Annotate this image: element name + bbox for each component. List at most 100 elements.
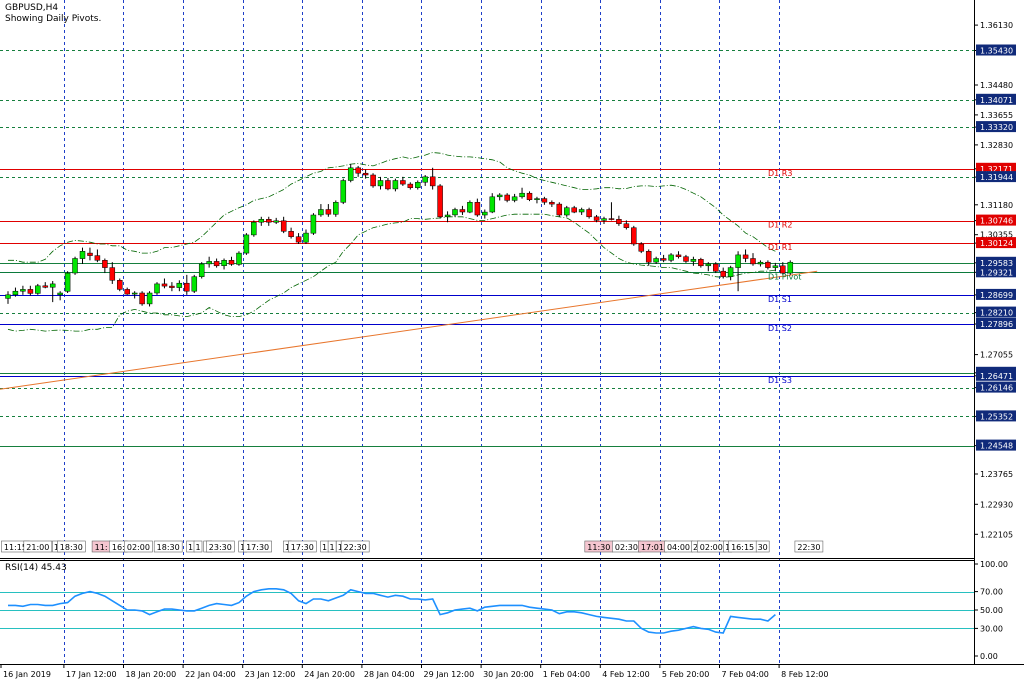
- session-marker-text: 1: [330, 543, 335, 552]
- time-tick-label: 28 Jan 04:00: [364, 670, 415, 679]
- bull-candle: [690, 259, 697, 262]
- bear-candle: [228, 260, 235, 265]
- session-marker-text: 16:: [112, 543, 125, 552]
- bear-candle: [42, 285, 49, 288]
- bear-candle: [169, 285, 175, 288]
- bull-candle: [35, 285, 41, 294]
- grid: [64, 0, 780, 664]
- pivot-label: D1 R3: [768, 169, 792, 178]
- bull-candle: [206, 261, 212, 265]
- price-tag-bg: [976, 237, 1016, 249]
- pivot-label: D1 R2: [768, 221, 792, 230]
- bear-candle: [102, 260, 108, 268]
- rsi-tick-label: 0.00: [980, 652, 998, 661]
- time-tick-label: 29 Jan 12:00: [424, 670, 475, 679]
- trendline-segment: [0, 270, 818, 390]
- bear-candle: [526, 192, 533, 200]
- price-tag-bg: [976, 318, 1016, 329]
- session-marker-box: [56, 540, 86, 553]
- session-marker-box: [243, 540, 272, 553]
- session-marker-text: 1: [322, 543, 327, 552]
- price-tag-label: 1.31944: [980, 173, 1013, 182]
- bull-candle: [727, 267, 734, 277]
- chart-title: GBPUSD,H4 Showing Daily Pivots.: [5, 3, 101, 25]
- bear-candle: [780, 265, 786, 274]
- price-tag-label: 1.28210: [980, 309, 1013, 318]
- session-marker-box: [124, 540, 153, 553]
- bear-candle: [213, 261, 220, 267]
- bull-candle: [198, 263, 205, 277]
- bull-candle: [64, 272, 71, 292]
- bear-candle: [362, 172, 369, 176]
- bear-candle: [459, 209, 466, 213]
- time-tick-label: 30 Jan 20:00: [483, 670, 534, 679]
- bull-candle: [772, 265, 779, 268]
- bear-candle: [586, 209, 592, 218]
- bull-candle: [482, 211, 488, 216]
- bull-candle: [705, 263, 712, 267]
- bull-candle: [489, 196, 496, 213]
- bull-candle: [415, 182, 421, 188]
- pivot-labels: D1 R3 D1 R2 D1 R1 D1 Pivot D1 S1 D1 S2 D1 S3: [768, 169, 801, 385]
- bear-candle: [161, 283, 168, 287]
- bear-candle: [184, 282, 190, 292]
- bull-candle: [392, 180, 399, 190]
- pivot-info-label: Showing Daily Pivots.: [5, 14, 102, 24]
- bull-candle: [273, 220, 279, 223]
- price-tag-bg: [976, 256, 1016, 268]
- price-tag-bg: [976, 306, 1016, 318]
- price-tag-bg: [976, 171, 1016, 183]
- session-marker-text: 17:30: [291, 543, 314, 552]
- price-tag-label: 1.27896: [980, 320, 1013, 329]
- price-tag-bg: [976, 44, 1016, 56]
- price-tag-label: 1.34071: [980, 96, 1013, 105]
- bull-candle: [496, 194, 503, 198]
- time-tick-label: 7 Feb 04:00: [722, 670, 769, 679]
- bear-candle: [742, 254, 749, 259]
- price-axis: 1.36130 1.35430 1.34480 1.34071 1.33655 1.333…: [974, 21, 1016, 539]
- bear-candle: [608, 218, 615, 220]
- price-tag-label: 1.26471: [980, 372, 1013, 381]
- bull-candle: [735, 254, 741, 268]
- price-tick-label: 1.22105: [980, 530, 1013, 539]
- pivot-label: D1 Pivot: [768, 272, 801, 281]
- price-tag-bg: [976, 410, 1016, 422]
- session-marker-text: 02:00: [700, 543, 723, 552]
- price-tag-bg: [976, 162, 1016, 174]
- session-marker-box: [23, 540, 53, 553]
- session-marker-box: [755, 540, 770, 553]
- pivot-label: D1 S1: [768, 295, 792, 304]
- time-tick-label: 24 Jan 20:00: [304, 670, 355, 679]
- rsi-tick-label: 100.00: [980, 560, 1008, 569]
- bull-candle: [467, 202, 473, 213]
- bear-candle: [325, 209, 332, 215]
- bull-candle: [564, 207, 570, 216]
- price-tag-bg: [976, 439, 1016, 451]
- bull-candle: [333, 202, 339, 215]
- bear-candle: [556, 203, 563, 216]
- bear-candle: [638, 243, 645, 252]
- session-marker-text: 22:30: [344, 543, 367, 552]
- trendline[interactable]: [0, 270, 818, 390]
- session-marker-text: 1: [54, 543, 59, 552]
- price-tag-bg: [976, 369, 1016, 381]
- session-marker-text: 02:00: [127, 543, 150, 552]
- price-tick-label: 1.27055: [980, 351, 1013, 360]
- bear-candle: [683, 256, 689, 262]
- session-marker-text: 17:01: [641, 543, 664, 552]
- bear-candle: [266, 219, 272, 223]
- symbol-label: GBPUSD,H4: [5, 3, 59, 13]
- time-tick-label: 17 Jan 12:00: [66, 670, 117, 679]
- rsi-tick-label: 50.00: [980, 606, 1003, 615]
- bull-candle: [221, 260, 227, 266]
- time-tick-label: 4 Feb 12:00: [602, 670, 649, 679]
- price-tag-label: 1.32171: [980, 165, 1013, 174]
- bull-candle: [444, 214, 451, 218]
- session-marker-text: 18:30: [157, 543, 180, 552]
- bear-candle: [713, 263, 719, 272]
- session-marker-text: 1: [240, 543, 245, 552]
- bear-candle: [429, 176, 436, 187]
- bear-candle: [124, 289, 130, 295]
- time-tick-label: 16 Jan 2019: [3, 670, 51, 679]
